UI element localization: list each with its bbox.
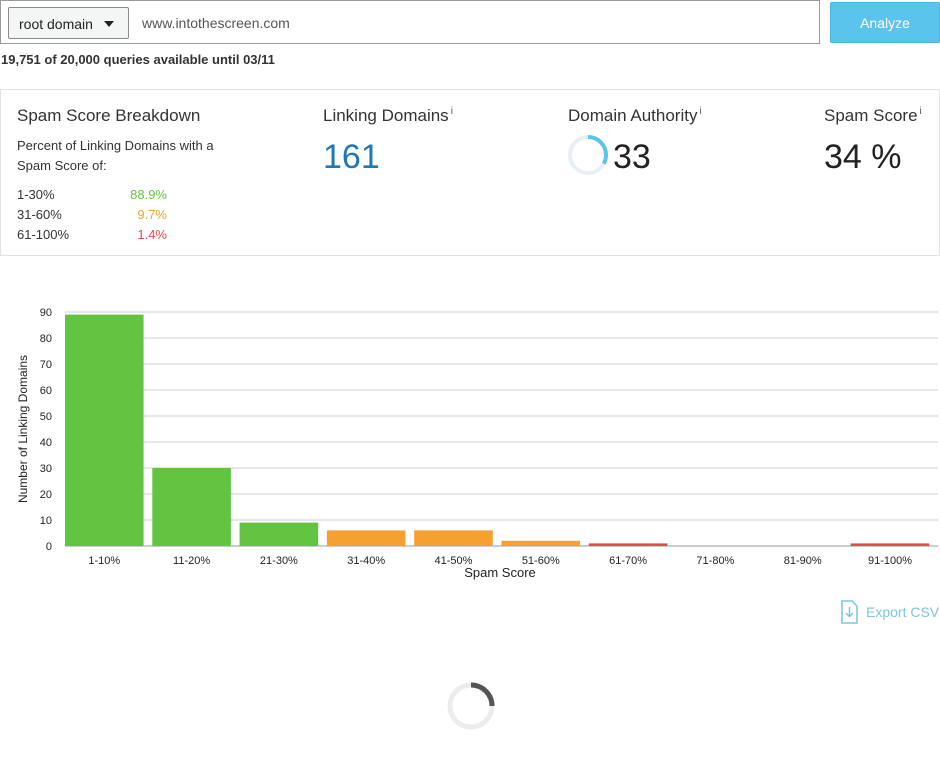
chart-bar	[152, 468, 231, 546]
linking-domains-label: Linking Domains	[323, 106, 449, 125]
breakdown-row-low: 1-30% 88.9%	[17, 187, 167, 205]
x-tick-label: 41-50%	[435, 555, 473, 567]
x-tick-label: 31-40%	[347, 555, 385, 567]
chart-bar	[326, 530, 406, 546]
domain-authority-ring	[568, 135, 608, 175]
y-tick-label: 70	[40, 359, 52, 371]
x-tick-label: 51-60%	[522, 555, 560, 567]
chart-bar	[414, 530, 493, 546]
metrics-panel: Spam Score Breakdown Percent of Linking …	[0, 89, 940, 256]
x-tick-label: 91-100%	[868, 555, 912, 567]
x-tick-label: 61-70%	[609, 555, 647, 567]
y-axis-label: Number of Linking Domains	[16, 355, 30, 503]
info-icon[interactable]: i	[919, 106, 922, 118]
y-tick-label: 80	[40, 333, 52, 345]
y-tick-label: 90	[40, 307, 52, 319]
info-icon[interactable]: i	[450, 106, 453, 118]
spam-breakdown-description: Percent of Linking Domains with a Spam S…	[17, 138, 214, 173]
spam-score-chart: 0 10 20 30 40 50 60 70 80 90 1-10% 11-20% 21-30% 31-4…	[16, 307, 938, 580]
y-tick-label: 10	[40, 515, 52, 527]
analyze-button[interactable]: Analyze	[830, 2, 940, 43]
search-box: root domain	[0, 0, 820, 44]
y-tick-label: 50	[40, 411, 52, 423]
url-input[interactable]	[142, 9, 802, 37]
chart-bar	[501, 540, 581, 546]
spam-score-title: Spam Score i	[824, 106, 922, 126]
y-tick-label: 40	[40, 437, 52, 449]
breakdown-value: 1.4%	[137, 227, 167, 242]
y-tick-label: 0	[46, 541, 52, 553]
chart-bar	[239, 522, 319, 546]
domain-authority-title: Domain Authority i	[568, 106, 702, 126]
info-icon[interactable]: i	[699, 106, 702, 118]
loading-spinner-icon	[447, 682, 495, 730]
scope-dropdown-value: root domain	[19, 16, 93, 32]
x-tick-label: 71-80%	[696, 555, 734, 567]
chevron-down-icon	[104, 21, 114, 27]
x-tick-label: 81-90%	[784, 555, 822, 567]
breakdown-value: 9.7%	[137, 207, 167, 222]
breakdown-range: 1-30%	[17, 187, 55, 202]
spam-score-value: 34 %	[824, 138, 902, 176]
linking-domains-title: Linking Domains i	[323, 106, 453, 126]
breakdown-row-medium: 31-60% 9.7%	[17, 207, 167, 225]
download-file-icon	[841, 600, 858, 624]
chart-bar	[65, 314, 144, 546]
domain-authority-label: Domain Authority	[568, 106, 698, 125]
y-tick-label: 20	[40, 489, 52, 501]
chart-bar	[588, 543, 668, 546]
export-csv-label: Export CSV	[866, 604, 940, 620]
breakdown-range: 61-100%	[17, 227, 70, 242]
chart-bar	[850, 543, 930, 546]
domain-authority-value: 33	[613, 138, 651, 176]
x-axis-label: Spam Score	[464, 565, 536, 580]
x-tick-label: 1-10%	[88, 555, 120, 567]
breakdown-value: 88.9%	[130, 187, 167, 202]
scope-dropdown[interactable]: root domain	[8, 7, 129, 39]
spam-score-label: Spam Score	[824, 106, 918, 125]
x-tick-label: 11-20%	[173, 555, 210, 567]
spam-breakdown-title: Spam Score Breakdown	[17, 106, 201, 125]
y-tick-label: 60	[40, 385, 52, 397]
x-tick-label: 21-30%	[260, 555, 298, 567]
breakdown-row-high: 61-100% 1.4%	[17, 227, 167, 245]
breakdown-range: 31-60%	[17, 207, 62, 222]
linking-domains-value: 161	[323, 138, 380, 176]
y-tick-label: 30	[40, 463, 52, 475]
query-quota-text: 19,751 of 20,000 queries available until…	[1, 52, 275, 67]
